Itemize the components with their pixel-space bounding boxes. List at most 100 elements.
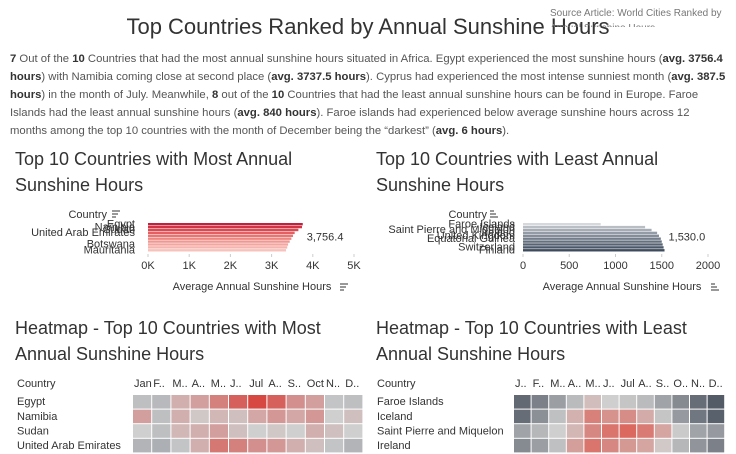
bar xyxy=(148,228,299,232)
heatmap-cell xyxy=(690,438,707,453)
column-header: M.. xyxy=(585,378,600,390)
heatmap-cell xyxy=(584,438,601,453)
y-tick-label: Ireland xyxy=(481,227,515,239)
bar xyxy=(148,231,295,235)
column-header: A.. xyxy=(268,378,281,390)
y-tick-label: Botswana xyxy=(87,239,136,251)
heatmap-cell xyxy=(152,424,171,438)
heatmap-cell xyxy=(637,409,654,424)
source-link[interactable]: Source Article: World Cities Ranked by A… xyxy=(550,8,722,27)
heatmap-cell xyxy=(209,409,228,424)
category-header: Country xyxy=(448,209,487,221)
chart-title: Top 10 Countries with Least Annual Sunsh… xyxy=(376,149,659,195)
summary-segment: Out of the xyxy=(16,53,73,65)
y-tick-label: Mauritania xyxy=(84,244,136,256)
x-tick-label: 0 xyxy=(520,260,526,272)
y-tick-label: Egypt xyxy=(107,218,135,230)
column-header: A.. xyxy=(638,378,651,390)
heatmap-cell xyxy=(152,438,171,453)
heatmap-cell xyxy=(619,395,637,409)
column-header: J.. xyxy=(230,378,242,390)
heatmap-cell xyxy=(286,395,305,409)
heatmap-cell xyxy=(566,438,584,453)
heatmap-cell xyxy=(267,424,286,438)
row-label: Sudan xyxy=(17,425,49,437)
sort-icon[interactable] xyxy=(112,210,719,291)
bar xyxy=(523,249,665,252)
summary-segment: avg. 3737.5 hours xyxy=(271,71,367,83)
bar xyxy=(523,240,662,243)
y-tick-label: Equatorial Guinea xyxy=(427,233,516,245)
summary-segment: ) with Namibia coming close at second pl… xyxy=(41,71,272,83)
bar xyxy=(523,237,661,240)
heatmap-cell xyxy=(707,424,725,438)
bar xyxy=(148,225,302,229)
row-label: United Arab Emirates xyxy=(17,440,121,452)
bar xyxy=(523,246,664,249)
y-tick-label: Switzerland xyxy=(458,242,515,254)
x-tick-label: 3K xyxy=(265,260,279,272)
heatmap-cell xyxy=(602,438,619,453)
heatmap-cell xyxy=(305,395,324,409)
heatmap-cell xyxy=(549,409,566,424)
y-tick-label: United Arab Emirates xyxy=(31,227,135,239)
heatmap-cell xyxy=(672,395,689,409)
heatmap-cell xyxy=(171,409,190,424)
y-tick-label: Namibia xyxy=(95,221,136,233)
row-label: Egypt xyxy=(17,396,45,408)
heatmap-cell xyxy=(325,409,344,424)
summary-text: 7 Out of the 10 Countries that had the m… xyxy=(10,50,728,140)
heatmap-cell xyxy=(584,409,601,424)
heatmap-cell xyxy=(267,438,286,453)
bar xyxy=(523,234,659,237)
heatmap-cell xyxy=(190,438,209,453)
heatmap-cell xyxy=(531,395,549,409)
bar xyxy=(148,246,288,249)
heatmap-cell xyxy=(707,395,725,409)
summary-segment: 8 xyxy=(211,89,219,101)
column-header: N.. xyxy=(691,378,705,390)
column-header: A.. xyxy=(192,378,205,390)
heatmap-cell xyxy=(171,438,190,453)
y-tick-label: United Kingdom xyxy=(437,230,515,242)
row-label: Ireland xyxy=(377,440,411,452)
x-tick-label: 500 xyxy=(560,260,578,272)
heatmap-cell xyxy=(531,424,549,438)
heatmap-cell xyxy=(344,424,363,438)
heatmap-cell xyxy=(707,409,725,424)
y-tick-label: Saint Pierre and Miquelon xyxy=(388,224,515,236)
heatmap-cell xyxy=(672,409,689,424)
heatmap-cell xyxy=(619,438,637,453)
bar xyxy=(523,231,658,235)
heatmap-cell xyxy=(229,424,248,438)
heatmap-cell xyxy=(690,395,707,409)
heatmap-cell xyxy=(707,438,725,453)
heatmap-cell xyxy=(152,409,171,424)
column-header: J.. xyxy=(515,378,527,390)
column-header: Jul xyxy=(249,378,263,390)
heatmap-cell xyxy=(190,409,209,424)
heatmap-cell xyxy=(672,424,689,438)
bar xyxy=(523,228,652,232)
row-label: Namibia xyxy=(17,411,58,423)
row-header: Country xyxy=(17,378,56,390)
column-header: M.. xyxy=(550,378,565,390)
bar xyxy=(523,225,646,229)
heatmap-cell xyxy=(566,424,584,438)
bar xyxy=(148,237,292,240)
heatmap-cell xyxy=(549,395,566,409)
heatmap-cell xyxy=(325,438,344,453)
column-header: S.. xyxy=(656,378,669,390)
heatmap-cell xyxy=(305,424,324,438)
row-label: Saint Pierre and Miquelon xyxy=(377,425,504,437)
summary-segment: 10 xyxy=(72,53,85,65)
bar xyxy=(148,249,287,252)
heatmap-cell xyxy=(602,409,619,424)
x-tick-label: 1000 xyxy=(603,260,627,272)
heatmap-cell xyxy=(133,409,152,424)
heatmap-cell xyxy=(152,395,171,409)
summary-segment: avg. 387.5 hours xyxy=(10,71,726,101)
heatmap-cell xyxy=(514,424,531,438)
x-tick-label: 4K xyxy=(306,260,320,272)
